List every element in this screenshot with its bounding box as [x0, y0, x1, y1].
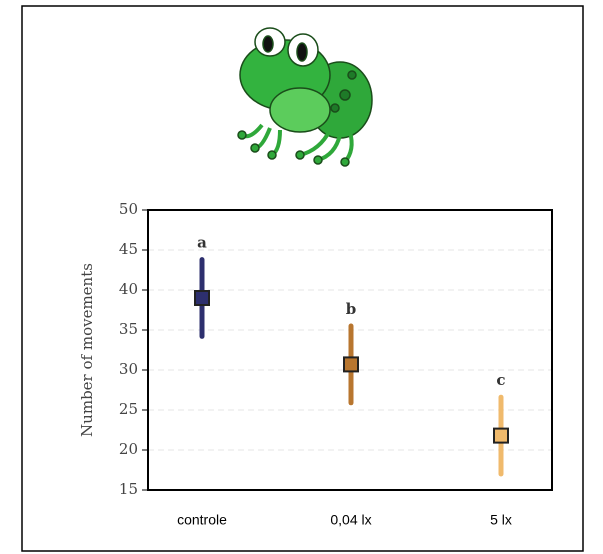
y-tick-label: 30: [119, 360, 138, 378]
y-tick-label: 45: [119, 240, 138, 258]
frog-illustration: [237, 27, 373, 167]
x-tick-label: controle: [177, 512, 227, 528]
frame: [21, 5, 584, 552]
plot-frame: [147, 209, 553, 491]
point: [343, 356, 359, 373]
point: [493, 427, 509, 444]
x-tick-label: 5 lx: [490, 512, 512, 528]
annotation: b: [346, 300, 357, 318]
y-tick-label: 35: [119, 320, 138, 338]
point: [194, 290, 210, 306]
y-tick-label: 50: [119, 200, 138, 218]
y-tick-label: 20: [119, 440, 138, 458]
y-tick-label: 40: [119, 280, 138, 298]
x-tick-label: 0,04 lx: [330, 512, 371, 528]
annotation: c: [496, 371, 505, 389]
y-tick-label: 25: [119, 400, 138, 418]
y-axis-label: Number of movements: [78, 263, 96, 437]
annotation: a: [197, 234, 207, 252]
y-tick-label: 15: [119, 480, 138, 498]
